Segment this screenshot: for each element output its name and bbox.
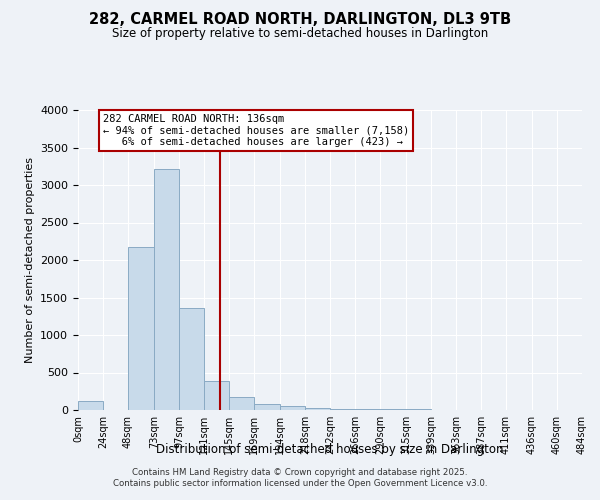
Text: 282, CARMEL ROAD NORTH, DARLINGTON, DL3 9TB: 282, CARMEL ROAD NORTH, DARLINGTON, DL3 … bbox=[89, 12, 511, 28]
Bar bbox=[330, 408, 355, 410]
Bar bbox=[280, 406, 305, 410]
Text: Contains HM Land Registry data © Crown copyright and database right 2025.
Contai: Contains HM Land Registry data © Crown c… bbox=[113, 468, 487, 487]
Bar bbox=[154, 168, 179, 410]
Text: Size of property relative to semi-detached houses in Darlington: Size of property relative to semi-detach… bbox=[112, 28, 488, 40]
Bar bbox=[78, 401, 103, 410]
Bar bbox=[229, 397, 254, 410]
Y-axis label: Number of semi-detached properties: Number of semi-detached properties bbox=[25, 157, 35, 363]
Bar bbox=[128, 247, 154, 410]
Bar bbox=[179, 308, 204, 410]
Text: 282 CARMEL ROAD NORTH: 136sqm
← 94% of semi-detached houses are smaller (7,158)
: 282 CARMEL ROAD NORTH: 136sqm ← 94% of s… bbox=[103, 114, 409, 147]
Bar bbox=[254, 404, 280, 410]
Bar bbox=[355, 409, 380, 410]
Bar bbox=[204, 381, 229, 410]
Text: Distribution of semi-detached houses by size in Darlington: Distribution of semi-detached houses by … bbox=[156, 442, 504, 456]
Bar bbox=[305, 408, 330, 410]
Bar bbox=[380, 409, 406, 410]
